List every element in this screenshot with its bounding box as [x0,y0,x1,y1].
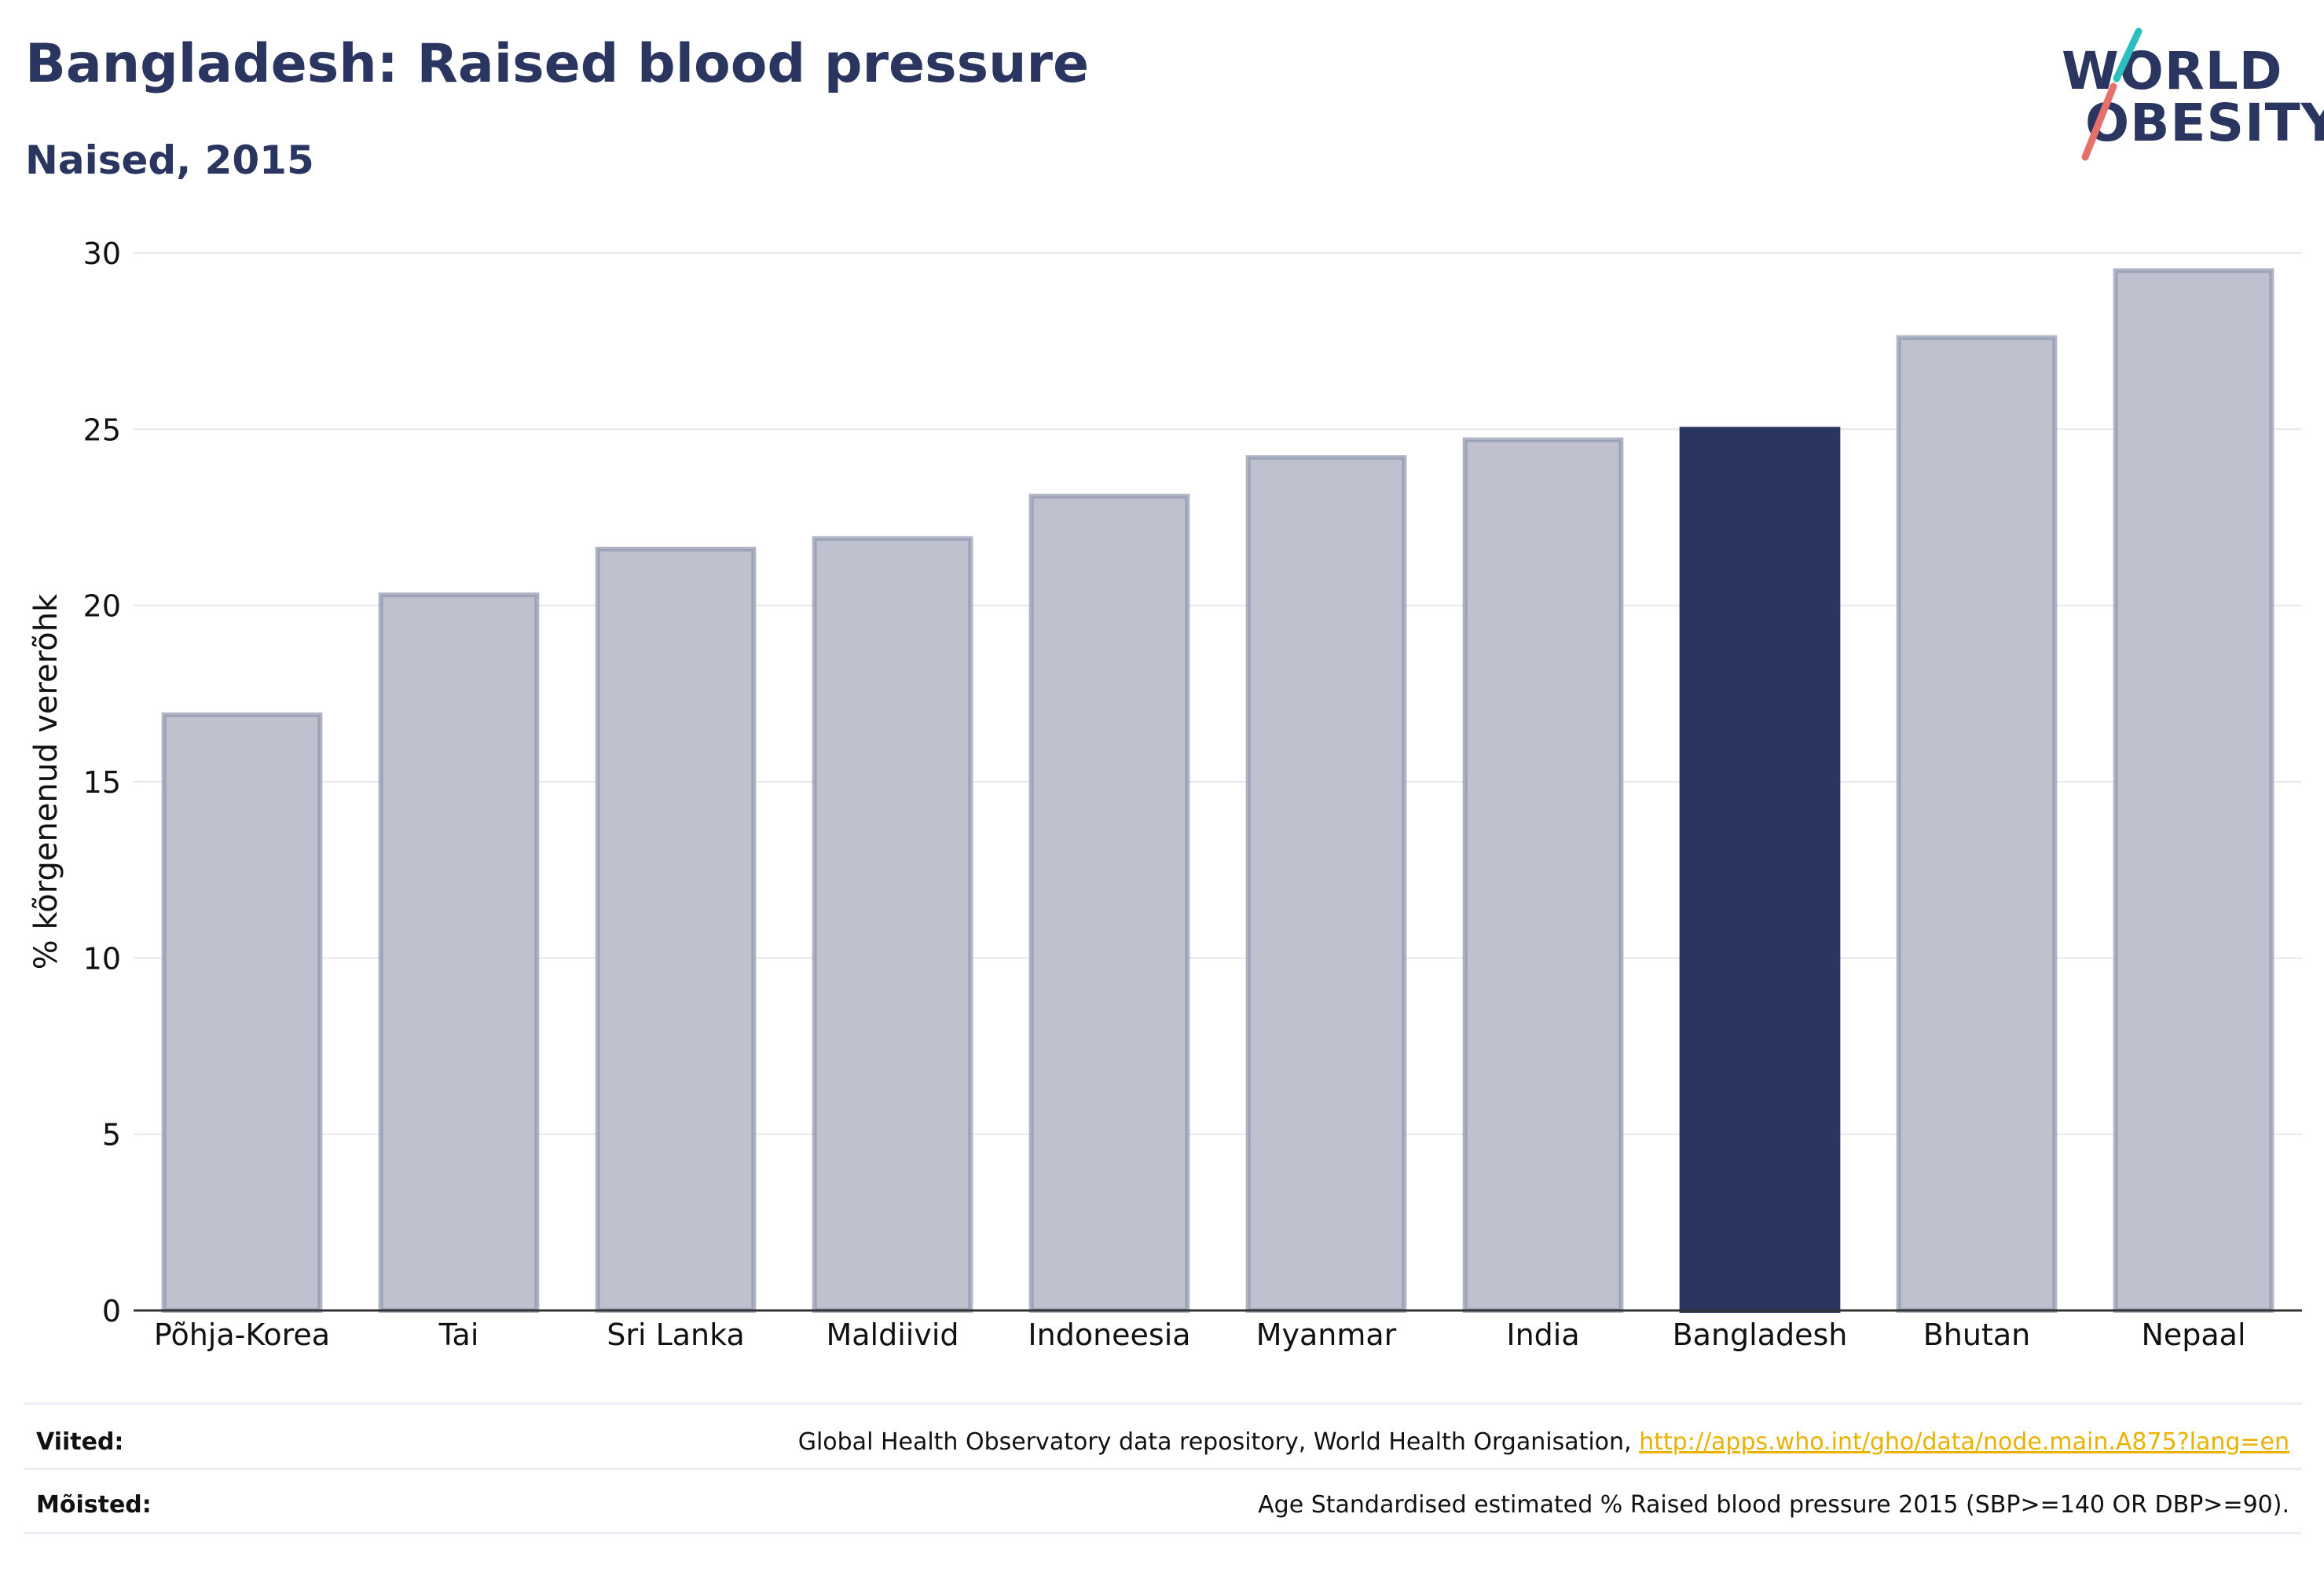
chart-subtitle: Naised, 2015 [25,137,314,183]
x-tick-label: India [1506,1318,1579,1351]
sources-text: Global Health Observatory data repositor… [798,1428,2289,1456]
bar-nepaal [2113,268,2275,1313]
x-tick-label: Nepaal [2141,1318,2245,1351]
y-tick-label: 30 [83,236,121,271]
bar-india [1462,437,1624,1313]
bar-indoneesia [1028,493,1190,1314]
bar-p-hja-korea [161,712,323,1313]
y-tick-label: 5 [102,1118,121,1153]
y-tick-label: 10 [83,941,121,976]
x-tick-label: Tai [438,1318,479,1351]
logo-slash-icon [2081,27,2143,161]
x-tick-label: Indoneesia [1028,1318,1190,1351]
footer-divider [24,1532,2302,1534]
logo-line1: WORLD [2062,41,2283,101]
y-tick-label: 15 [83,765,121,800]
x-tick-label: Maldiivid [826,1318,959,1351]
world-obesity-logo: WORLD OBESITY [2051,24,2324,165]
sources-label: Viited: [36,1428,124,1456]
y-axis-ticks: 0 5 10 15 20 25 30 [83,236,121,1329]
y-axis-label: % kõrgenenud vererõhk [28,593,64,969]
bar-sri-lanka [595,546,757,1313]
x-tick-label: Myanmar [1256,1318,1397,1351]
x-tick-label: Bangladesh [1673,1318,1848,1351]
sources-link[interactable]: http://apps.who.int/gho/data/node.main.A… [1639,1428,2289,1456]
bar-maldiivid [812,536,973,1313]
sources-description: Global Health Observatory data repositor… [797,1428,1632,1456]
y-tick-label: 0 [102,1294,121,1329]
x-tick-label: Sri Lanka [607,1318,745,1351]
bar-tai [378,592,540,1313]
definitions-label: Mõisted: [36,1491,152,1519]
y-tick-label: 25 [83,412,121,447]
x-tick-label: Bhutan [1923,1318,2031,1351]
footer-divider [24,1468,2302,1470]
x-axis-ticks: Põhja-Korea Tai Sri Lanka Maldiivid Indonees… [154,1318,2246,1351]
chart-title: Bangladesh: Raised blood pressure [25,33,1090,95]
bar-myanmar [1245,455,1407,1313]
bar-bangladesh [1679,427,1841,1313]
logo-line2: OBESITY [2085,93,2324,153]
x-tick-label: Põhja-Korea [154,1318,330,1351]
y-tick-label: 20 [83,589,121,624]
bar-bhutan [1896,335,2058,1313]
bars [161,268,2275,1314]
footer-divider [24,1402,2302,1405]
definitions-text: Age Standardised estimated % Raised bloo… [1258,1491,2289,1519]
bar-chart: 0 5 10 15 20 25 30 Põhja-Korea Tai Sri Lanka Mald… [28,236,2302,1351]
